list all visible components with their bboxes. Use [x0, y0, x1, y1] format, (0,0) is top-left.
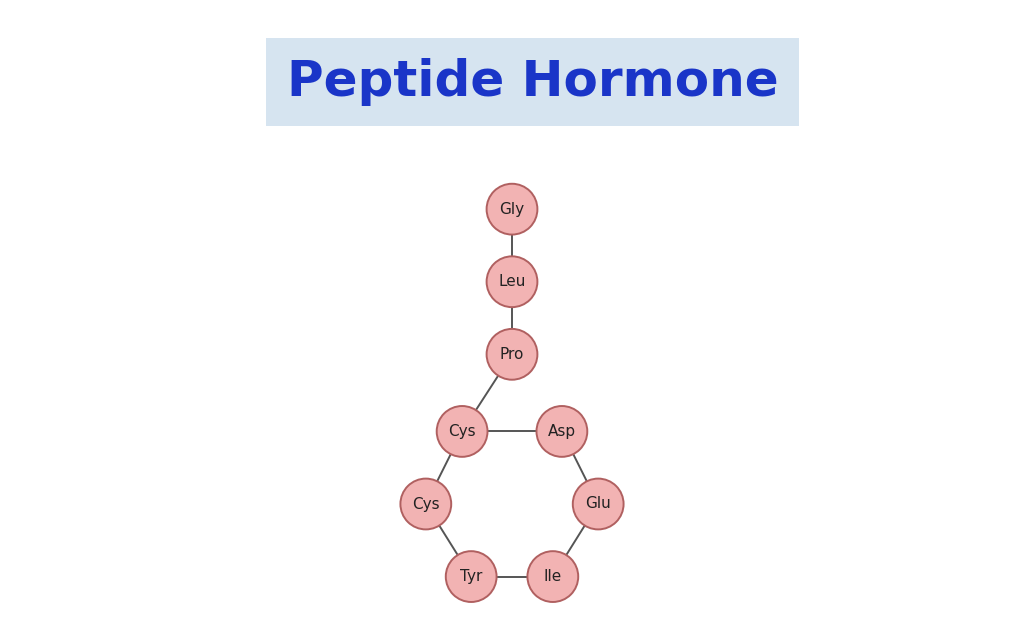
- Circle shape: [572, 479, 624, 529]
- Circle shape: [445, 551, 497, 602]
- Text: Tyr: Tyr: [460, 569, 482, 584]
- Circle shape: [527, 551, 579, 602]
- Circle shape: [436, 406, 487, 457]
- Circle shape: [486, 184, 538, 234]
- Circle shape: [400, 479, 452, 529]
- Text: Pro: Pro: [500, 346, 524, 362]
- Circle shape: [486, 256, 538, 307]
- Circle shape: [486, 329, 538, 380]
- Text: Leu: Leu: [499, 274, 525, 289]
- Text: Ile: Ile: [544, 569, 562, 584]
- Text: Peptide Hormone: Peptide Hormone: [287, 58, 778, 106]
- Text: Glu: Glu: [586, 496, 611, 512]
- Text: Cys: Cys: [449, 424, 476, 439]
- Text: Gly: Gly: [500, 202, 524, 217]
- Text: Cys: Cys: [412, 496, 439, 512]
- Circle shape: [537, 406, 588, 457]
- Text: Asp: Asp: [548, 424, 575, 439]
